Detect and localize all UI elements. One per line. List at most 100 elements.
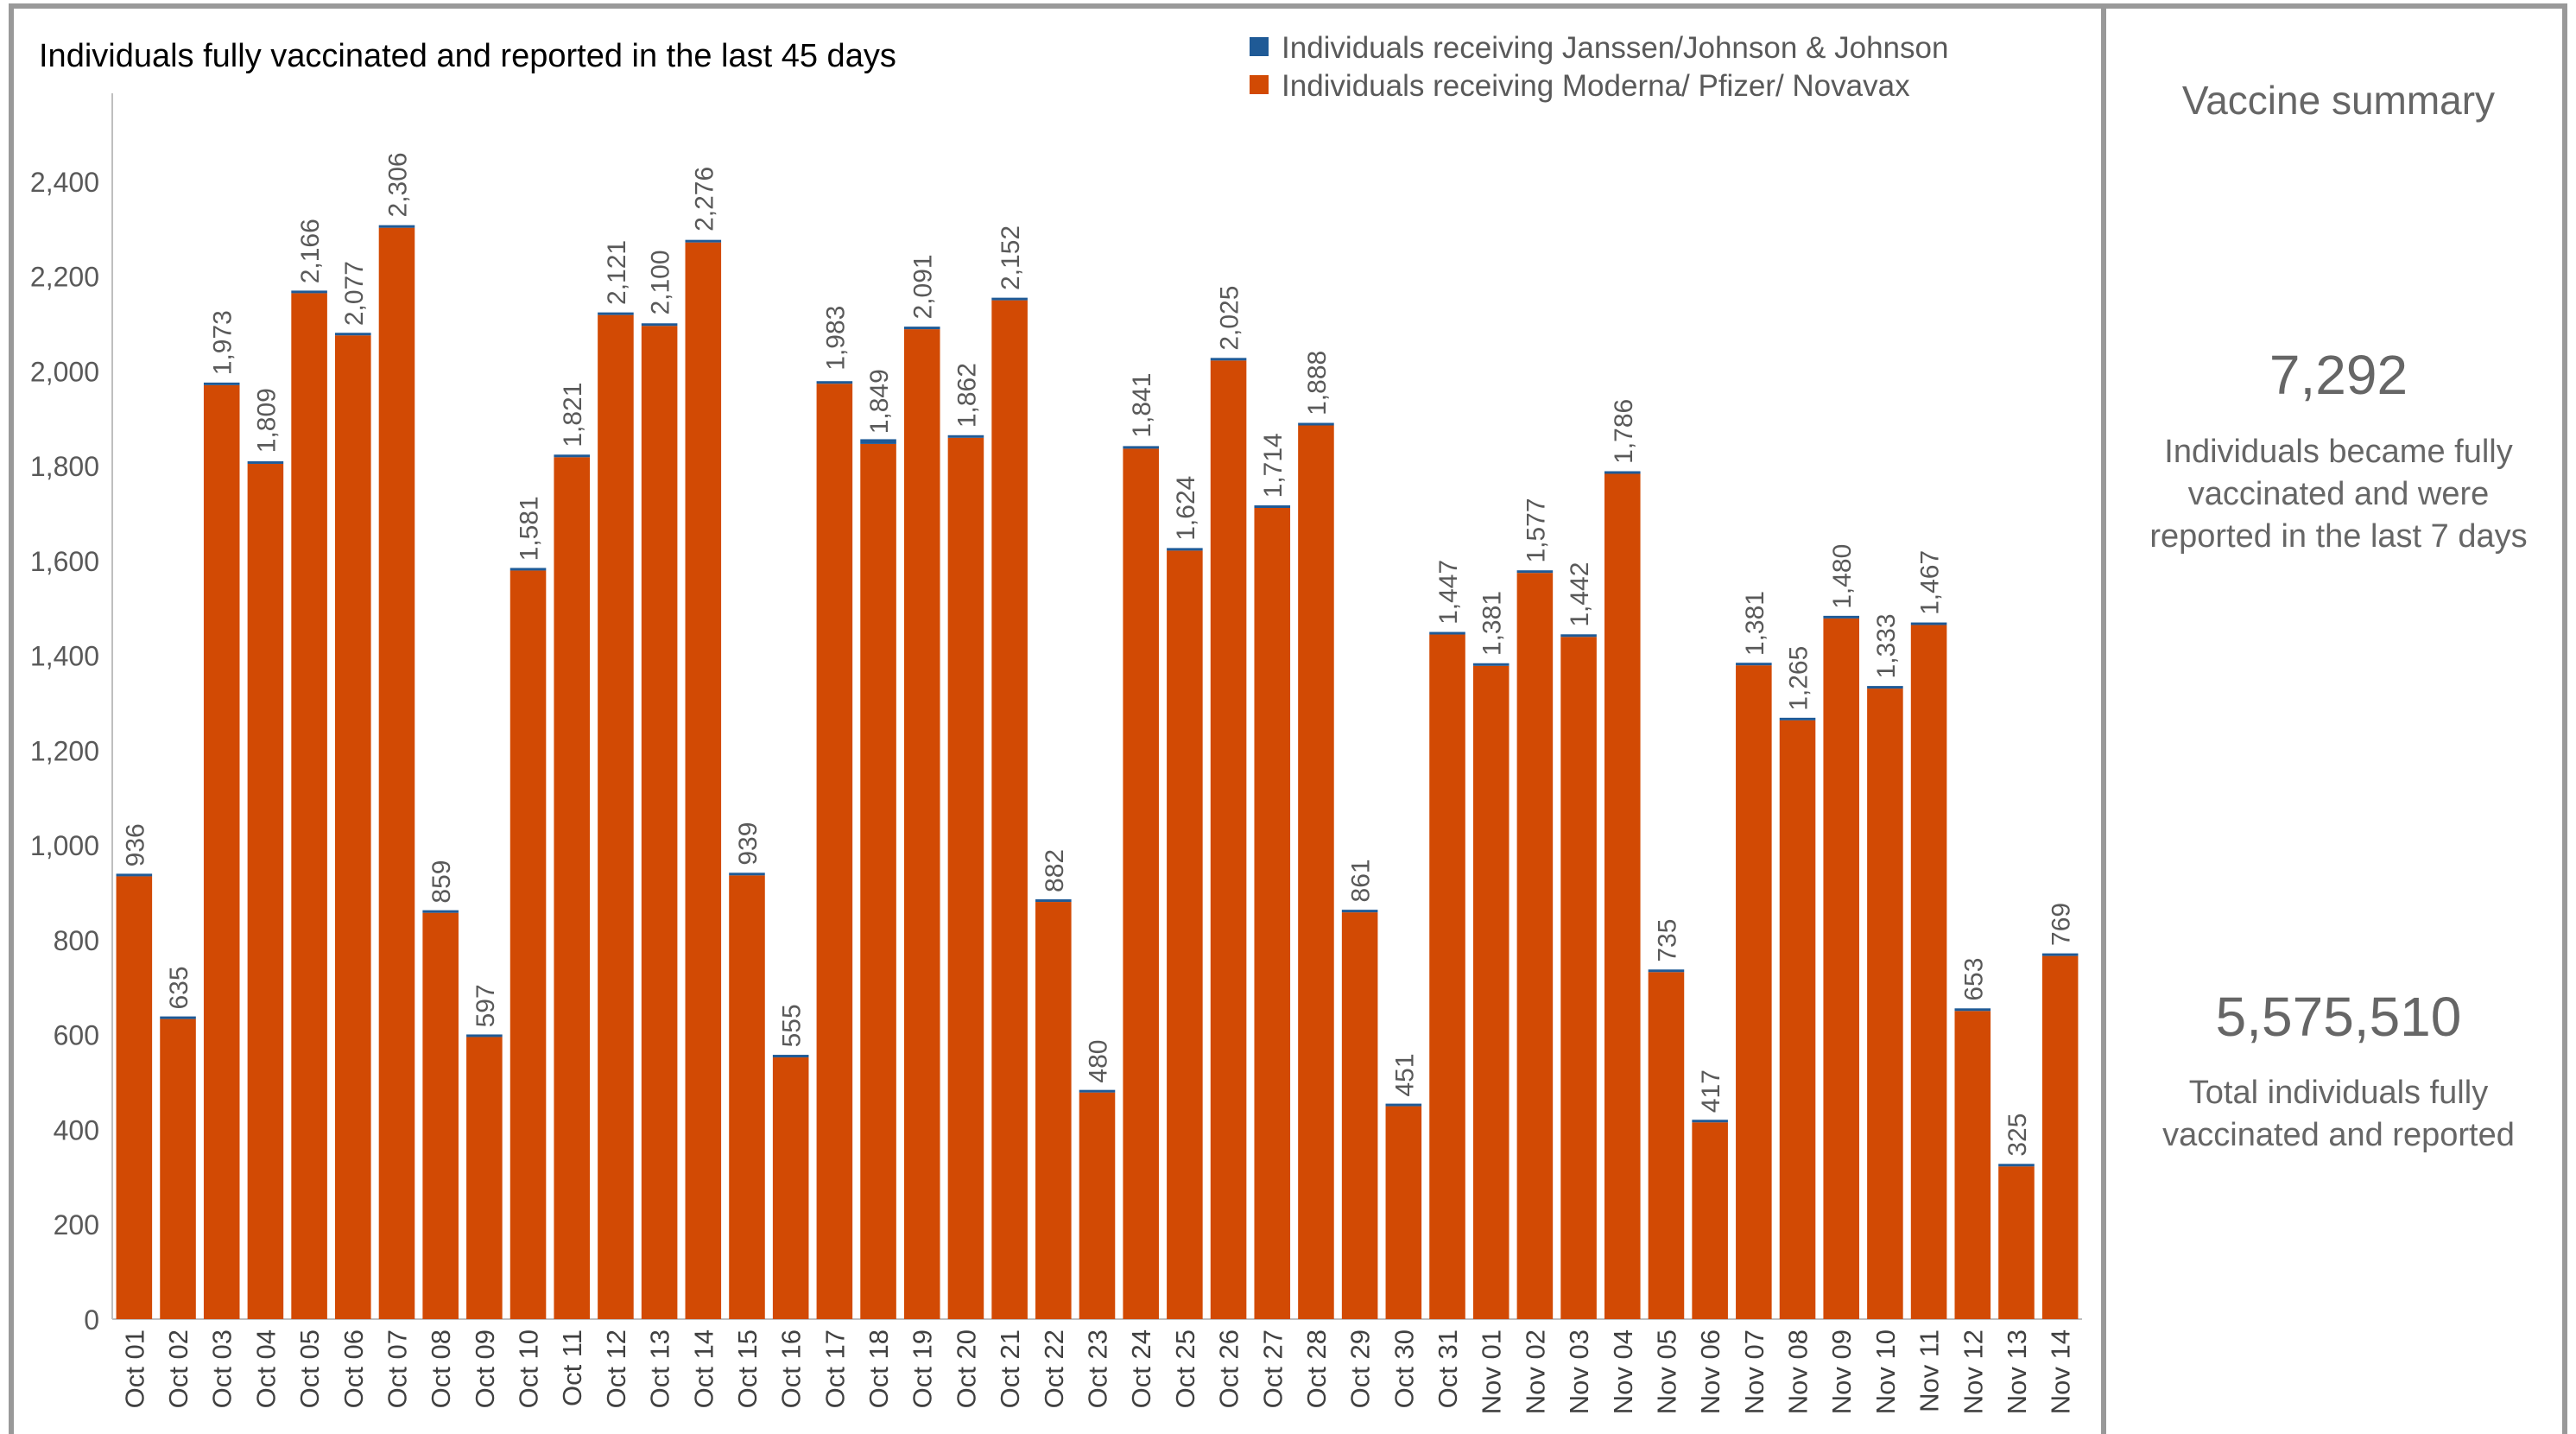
x-tick-label: Oct 20 — [951, 1329, 981, 1408]
bar-janssen — [685, 239, 722, 243]
bar-janssen — [1254, 505, 1291, 509]
total-count-description: Total individuals fully vaccinated and r… — [2162, 1075, 2515, 1153]
y-tick-label: 1,200 — [30, 735, 99, 766]
x-tick-label: Oct 09 — [470, 1329, 500, 1408]
bar-mrna — [1516, 573, 1554, 1319]
y-tick-label: 1,600 — [30, 546, 99, 577]
bar-mrna — [1210, 360, 1247, 1319]
data-label: 1,862 — [953, 363, 981, 428]
bar-janssen — [1648, 969, 1685, 973]
vaccine-summary-panel: Vaccine summary 7,292 Individuals became… — [2106, 3, 2571, 1434]
bar-mrna — [1604, 473, 1641, 1319]
bar-janssen — [991, 297, 1028, 301]
x-tick-label: Nov 09 — [1826, 1329, 1857, 1414]
bar-mrna — [1648, 972, 1685, 1319]
bar-janssen — [1998, 1164, 2035, 1167]
bar-mrna — [1472, 665, 1510, 1319]
panel-divider — [2101, 3, 2106, 1434]
data-label: 1,333 — [1872, 613, 1901, 678]
data-label: 325 — [2003, 1114, 2032, 1157]
bar-mrna — [1954, 1011, 1991, 1319]
data-label: 1,381 — [1741, 591, 1769, 656]
total-count-value: 5,575,510 — [2215, 986, 2462, 1048]
legend-label-janssen: Individuals receiving Janssen/Johnson & … — [1282, 31, 1948, 65]
x-tick-label: Oct 03 — [207, 1329, 237, 1408]
bar-mrna — [1385, 1106, 1422, 1319]
bar-mrna — [1079, 1092, 1116, 1319]
bar-janssen — [1385, 1103, 1422, 1107]
x-tick-label: Oct 14 — [688, 1329, 718, 1408]
x-tick-label: Nov 05 — [1651, 1329, 1681, 1414]
x-tick-label: Nov 04 — [1608, 1329, 1638, 1414]
bar-janssen — [2041, 953, 2079, 956]
bar-janssen — [291, 290, 327, 294]
bar-janssen — [466, 1034, 503, 1037]
bar-mrna — [1429, 634, 1465, 1319]
x-tick-label: Oct 11 — [557, 1329, 587, 1406]
x-tick-label: Oct 12 — [601, 1329, 631, 1408]
x-tick-label: Oct 30 — [1389, 1329, 1419, 1408]
x-tick-label: Oct 19 — [908, 1329, 938, 1408]
data-label: 1,849 — [865, 369, 894, 434]
x-tick-label: Oct 04 — [250, 1329, 281, 1408]
bar-mrna — [291, 293, 327, 1320]
bar-janssen — [1823, 615, 1859, 619]
bar-mrna — [1692, 1122, 1728, 1319]
bar-janssen — [1867, 686, 1903, 689]
x-tick-label: Oct 25 — [1170, 1329, 1200, 1408]
data-label: 1,581 — [516, 496, 544, 561]
data-label: 1,577 — [1522, 498, 1550, 562]
data-label: 2,166 — [296, 219, 325, 283]
week-count-value: 7,292 — [2269, 344, 2408, 406]
bar-mrna — [903, 329, 940, 1319]
legend-swatch-mrna — [1250, 75, 1269, 94]
x-tick-label: Oct 23 — [1083, 1329, 1113, 1408]
bar-mrna — [1254, 508, 1291, 1319]
y-tick-label: 800 — [54, 925, 99, 956]
legend-swatch-janssen — [1250, 37, 1269, 56]
bar-janssen — [1910, 622, 1947, 625]
bar-mrna — [335, 335, 371, 1319]
data-label: 882 — [1041, 849, 1069, 892]
x-tick-label: Oct 13 — [645, 1329, 675, 1408]
bar-mrna — [1867, 688, 1903, 1319]
data-label: 1,381 — [1478, 591, 1507, 656]
data-label: 555 — [778, 1004, 807, 1047]
x-tick-label: Oct 06 — [339, 1329, 369, 1408]
bar-janssen — [422, 910, 459, 913]
data-label: 2,025 — [1216, 286, 1244, 351]
bar-janssen — [1079, 1089, 1116, 1093]
bar-janssen — [1341, 910, 1378, 913]
y-tick-label: 2,200 — [30, 262, 99, 293]
bar-mrna — [554, 457, 591, 1319]
data-label: 1,447 — [1434, 560, 1463, 625]
bar-mrna — [685, 242, 722, 1320]
x-tick-label: Nov 11 — [1915, 1329, 1945, 1412]
bar-janssen — [160, 1016, 196, 1019]
bar-mrna — [1910, 625, 1947, 1319]
bar-mrna — [729, 875, 765, 1319]
x-axis-labels-group: Oct 01 Oct 02 Oct 03 Oct 04 Oct 05 Oct 06 Oct … — [119, 1329, 2075, 1414]
y-tick-label: 2,400 — [30, 167, 99, 198]
bar-mrna — [947, 437, 984, 1320]
bar-janssen — [903, 327, 940, 330]
y-tick-label: 2,000 — [30, 356, 99, 387]
bar-janssen — [1429, 631, 1465, 635]
data-label: 1,467 — [1916, 550, 1945, 615]
bar-mrna — [247, 463, 284, 1319]
x-tick-label: Oct 07 — [382, 1329, 412, 1408]
y-axis-ticks: 0 200 400 600 800 1,000 1,200 1,400 1,600 1,800 2,… — [30, 167, 99, 1336]
x-tick-label: Nov 02 — [1520, 1329, 1550, 1414]
bar-mrna — [1035, 902, 1072, 1319]
bar-mrna — [772, 1057, 809, 1319]
data-label: 480 — [1085, 1040, 1113, 1083]
bar-mrna — [816, 384, 853, 1320]
bar-janssen — [116, 873, 153, 877]
bar-janssen — [772, 1055, 809, 1058]
bar-janssen — [1779, 717, 1816, 720]
data-label: 635 — [165, 966, 193, 1009]
x-tick-label: Nov 06 — [1695, 1329, 1725, 1414]
data-label: 2,276 — [690, 167, 718, 232]
x-tick-label: Oct 05 — [294, 1329, 325, 1408]
data-label: 1,888 — [1303, 351, 1332, 416]
